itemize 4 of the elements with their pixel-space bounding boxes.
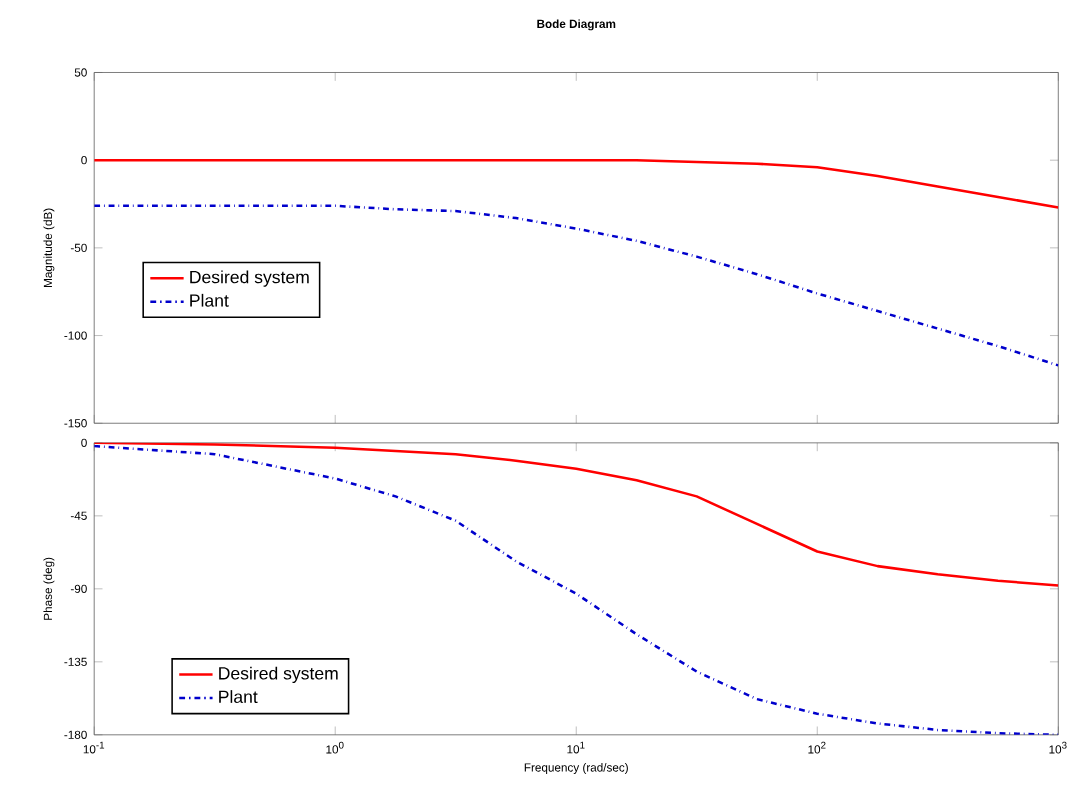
legend-label: Desired system	[190, 270, 309, 287]
legend-label: Desired system	[219, 666, 338, 684]
legend-label: Plant	[219, 690, 258, 704]
legend-label: Plant	[190, 294, 229, 307]
